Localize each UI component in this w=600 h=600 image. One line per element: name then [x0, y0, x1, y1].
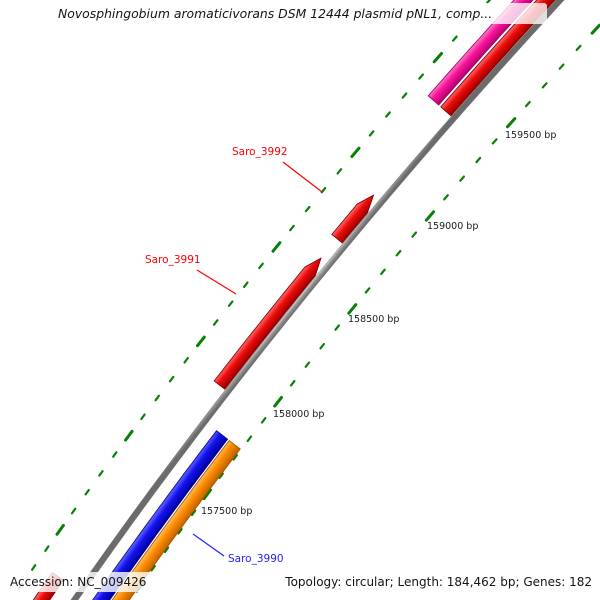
minor-tick-outer: [289, 224, 295, 232]
leader-line-saro_3990: [192, 533, 225, 557]
minor-tick-outer: [304, 205, 311, 213]
gene-band-pink-top[interactable]: [427, 0, 581, 106]
minor-tick-inner: [246, 435, 253, 443]
bp-label: 159000 bp: [427, 221, 479, 232]
map-title: Novosphingobium aromaticivorans DSM 1244…: [58, 6, 493, 21]
leader-line-saro_3991: [196, 269, 237, 295]
minor-tick-inner: [364, 287, 371, 294]
leader-line-saro_3992: [282, 161, 323, 193]
major-tick-inner: [347, 303, 358, 315]
minor-tick-outer: [44, 545, 50, 553]
major-tick-outer: [196, 335, 206, 348]
minor-tick-outer: [30, 564, 37, 571]
minor-tick-inner: [150, 564, 156, 572]
status-summary: Topology: circular; Length: 184,462 bp; …: [285, 575, 592, 589]
minor-tick-outer: [183, 357, 189, 364]
major-tick-outer: [432, 52, 443, 64]
gene-label-saro_3991[interactable]: Saro_3991: [145, 254, 201, 266]
minor-tick-outer: [258, 262, 264, 270]
status-bar: Accession: NC_009426 Topology: circular;…: [0, 572, 600, 592]
minor-tick-inner: [334, 324, 340, 331]
minor-tick-inner: [491, 138, 498, 145]
major-tick-outer: [124, 429, 134, 442]
minor-tick-outer: [154, 394, 160, 402]
gene-band-orange[interactable]: [62, 439, 241, 600]
bp-label: 157500 bp: [201, 506, 253, 517]
minor-tick-inner: [395, 250, 402, 257]
bp-label: 158500 bp: [348, 314, 400, 325]
minor-tick-outer: [418, 73, 424, 80]
minor-tick-outer: [227, 300, 234, 307]
minor-tick-outer: [336, 168, 343, 175]
minor-tick-inner: [475, 156, 482, 164]
minor-tick-inner: [524, 100, 531, 108]
minor-tick-outer: [168, 375, 175, 383]
minor-tick-inner: [558, 63, 565, 70]
minor-tick-outer: [112, 451, 118, 458]
gene-arrow-saro-3992[interactable]: [331, 194, 375, 244]
gene-features: [32, 0, 581, 600]
minor-tick-outer: [98, 470, 104, 477]
backbone-arc: [70, 0, 565, 600]
major-tick-inner: [590, 23, 600, 35]
minor-tick-inner: [163, 546, 170, 554]
minor-tick-outer: [368, 130, 375, 137]
minor-tick-outer: [486, 0, 492, 4]
minor-tick-inner: [218, 472, 224, 480]
minor-tick-inner: [232, 454, 238, 461]
minor-tick-inner: [411, 231, 418, 238]
major-tick-inner: [424, 210, 436, 222]
minor-tick-inner: [459, 175, 465, 182]
major-tick-outer: [271, 241, 282, 253]
gene-label-saro_3992[interactable]: Saro_3992: [232, 146, 288, 158]
major-tick-inner: [273, 395, 283, 408]
minor-tick-inner: [260, 417, 267, 424]
label-leader-lines: [192, 161, 323, 557]
minor-tick-inner: [541, 82, 548, 89]
plasmid-backbone: [70, 0, 565, 600]
minor-tick-outer: [243, 281, 249, 288]
major-tick-outer: [55, 523, 65, 536]
gene-arrow-saro-3991[interactable]: [213, 257, 322, 390]
minor-tick-inner: [304, 361, 311, 368]
minor-tick-outer: [451, 35, 458, 42]
major-tick-outer: [350, 146, 361, 158]
minor-tick-inner: [289, 380, 296, 387]
map-title-box: Novosphingobium aromaticivorans DSM 1244…: [49, 3, 547, 24]
ruler-ticks: [18, 0, 600, 593]
minor-tick-outer: [401, 92, 408, 99]
minor-tick-inner: [443, 194, 449, 201]
minor-tick-outer: [84, 488, 90, 496]
minor-tick-inner: [575, 44, 582, 52]
gene-label-saro_3990[interactable]: Saro_3990: [228, 553, 284, 565]
minor-tick-outer: [212, 319, 219, 326]
major-tick-inner: [202, 488, 213, 501]
minor-tick-outer: [70, 507, 77, 515]
status-accession: Accession: NC_009426: [10, 575, 147, 589]
minor-tick-inner: [177, 527, 183, 535]
gene-band-blue-saro-3990[interactable]: [49, 430, 229, 600]
major-tick-inner: [506, 117, 517, 129]
minor-tick-inner: [319, 342, 325, 350]
minor-tick-inner: [190, 509, 197, 517]
bp-label: 158000 bp: [273, 409, 325, 420]
minor-tick-inner: [380, 268, 386, 275]
minor-tick-outer: [385, 111, 391, 118]
bp-label: 159500 bp: [505, 130, 557, 141]
minor-tick-outer: [140, 413, 146, 421]
